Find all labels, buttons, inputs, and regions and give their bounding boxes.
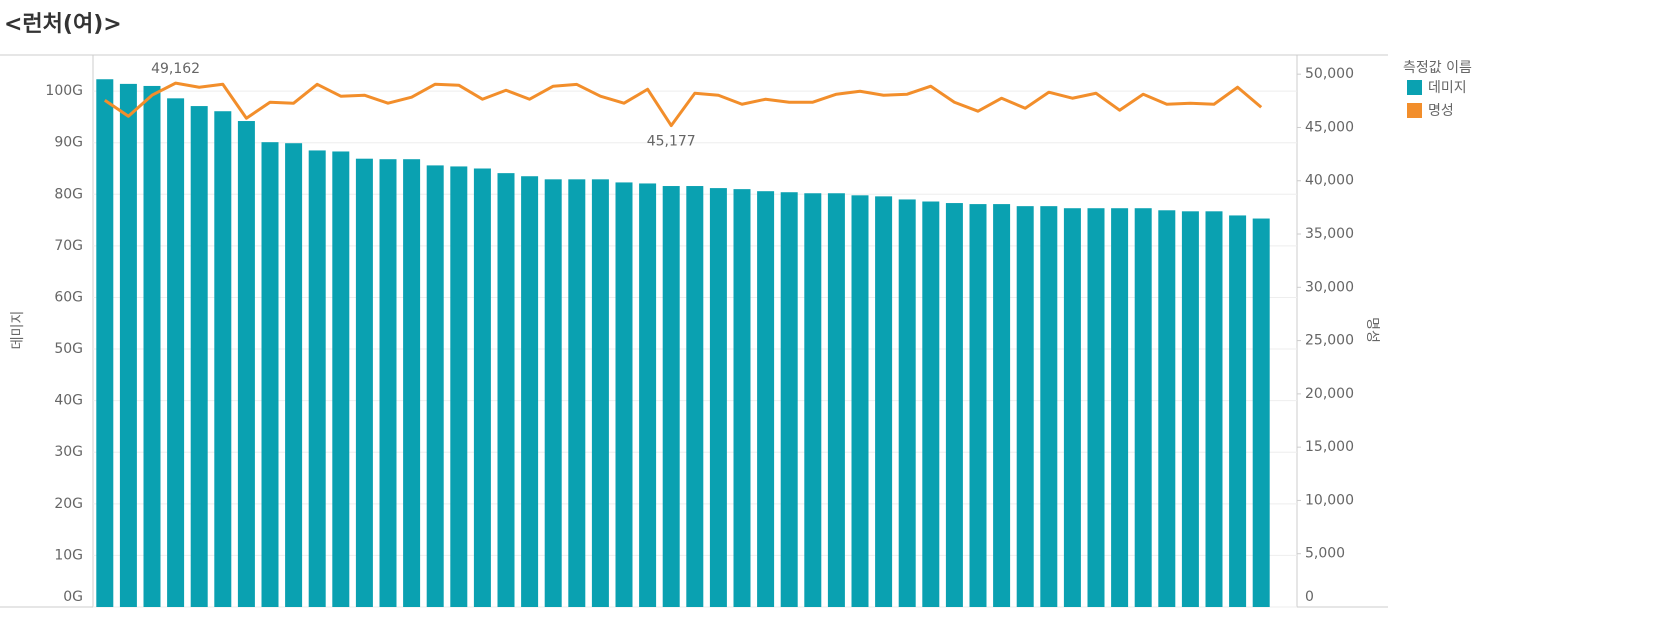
y-tick-label: 10G	[54, 547, 83, 563]
bar	[639, 183, 657, 608]
data-label: 45,177	[647, 134, 696, 150]
bar	[686, 186, 704, 607]
y2-tick-label: 35,000	[1305, 226, 1354, 242]
bar	[450, 166, 468, 608]
y2-tick-label: 15,000	[1305, 439, 1354, 455]
y2-tick-label: 50,000	[1305, 66, 1354, 82]
bar	[261, 142, 279, 607]
y-tick-label: 80G	[54, 186, 83, 202]
bar	[591, 179, 609, 607]
bar	[473, 168, 491, 607]
bar	[1063, 208, 1081, 607]
y-tick-label: 40G	[54, 393, 83, 409]
bar	[898, 199, 916, 607]
chart-title: <런처(여)>	[4, 12, 122, 37]
bar	[190, 106, 208, 607]
y-tick-label: 90G	[54, 135, 83, 151]
bar	[332, 151, 350, 608]
y2-tick-label: 25,000	[1305, 333, 1354, 349]
bar	[662, 186, 680, 607]
bar	[1016, 206, 1034, 607]
bar	[804, 193, 822, 608]
bar	[568, 179, 586, 607]
bar	[1087, 208, 1105, 607]
bar	[167, 98, 185, 607]
bar	[1158, 210, 1176, 608]
legend-swatch	[1407, 80, 1422, 95]
bar	[1252, 218, 1270, 608]
bar	[875, 196, 893, 607]
y-tick-label: 50G	[54, 341, 83, 357]
bar	[355, 158, 373, 607]
y-tick-label: 0G	[63, 589, 83, 605]
bar	[733, 189, 751, 607]
line	[103, 81, 1263, 128]
legend-title: 측정값 이름	[1403, 60, 1472, 76]
y-axis-title: 데미지	[10, 311, 26, 350]
y2-tick-label: 10,000	[1305, 492, 1354, 508]
bar	[922, 201, 940, 607]
legend-swatch	[1407, 103, 1422, 118]
bar	[237, 121, 255, 608]
y2-axis-title: 명성	[1364, 317, 1380, 343]
y2-tick-label: 20,000	[1305, 386, 1354, 402]
y-tick-label: 30G	[54, 444, 83, 460]
y2-tick-label: 40,000	[1305, 173, 1354, 189]
y-tick-label: 70G	[54, 238, 83, 254]
bar	[143, 85, 161, 608]
bar	[709, 188, 727, 607]
bar	[544, 179, 562, 607]
bar	[827, 193, 845, 608]
y2-tick-label: 45,000	[1305, 119, 1354, 135]
y2-tick-label: 5,000	[1305, 546, 1345, 562]
y-tick-label: 20G	[54, 496, 83, 512]
bar	[851, 195, 869, 607]
data-label: 49,162	[151, 61, 200, 77]
bar	[521, 176, 539, 607]
bar	[993, 204, 1011, 607]
bar	[285, 143, 303, 607]
bar	[426, 165, 444, 607]
bar	[1040, 206, 1058, 607]
bar	[1229, 215, 1247, 608]
y-tick-label: 100G	[45, 83, 83, 99]
y-tick-label: 60G	[54, 289, 83, 305]
bar	[403, 159, 421, 607]
bar	[1134, 208, 1152, 607]
y2-tick-label: 30,000	[1305, 279, 1354, 295]
legend-label: 명성	[1428, 103, 1454, 119]
bar	[1111, 208, 1129, 607]
bar	[969, 204, 987, 607]
bar	[214, 111, 232, 607]
bar	[757, 191, 775, 607]
bar	[780, 192, 798, 607]
bar	[1181, 211, 1199, 607]
bar	[379, 159, 397, 607]
y2-tick-label: 0	[1305, 589, 1314, 605]
bar	[1205, 211, 1223, 607]
legend-label: 데미지	[1428, 80, 1467, 96]
bar	[96, 79, 114, 608]
bar	[497, 173, 515, 608]
bar	[119, 83, 137, 608]
bar	[615, 182, 633, 607]
bar	[945, 203, 963, 607]
bar	[308, 150, 326, 607]
